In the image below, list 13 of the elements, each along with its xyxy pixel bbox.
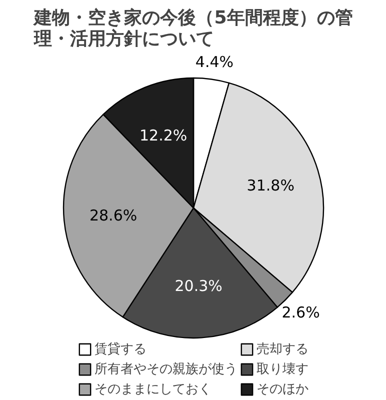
data-label: 31.8%: [246, 176, 294, 194]
data-label: 28.6%: [89, 206, 138, 224]
legend-label: 売却する: [256, 341, 308, 358]
data-label: 4.4%: [195, 53, 234, 72]
legend-label: そのままにしておく: [94, 381, 212, 398]
legend-label: 取り壊す: [256, 361, 308, 378]
chart-title: 建物・空き家の今後（5年間程度）の管理・活用方針について: [32, 8, 353, 50]
data-label: 2.6%: [282, 303, 320, 322]
legend-label: そのほか: [256, 381, 308, 398]
data-label: 20.3%: [174, 276, 222, 295]
legend-label: 所有者やその親族が使う: [94, 361, 238, 378]
data-label: 12.2%: [140, 126, 188, 145]
legend-label: 賃貸する: [94, 341, 146, 358]
